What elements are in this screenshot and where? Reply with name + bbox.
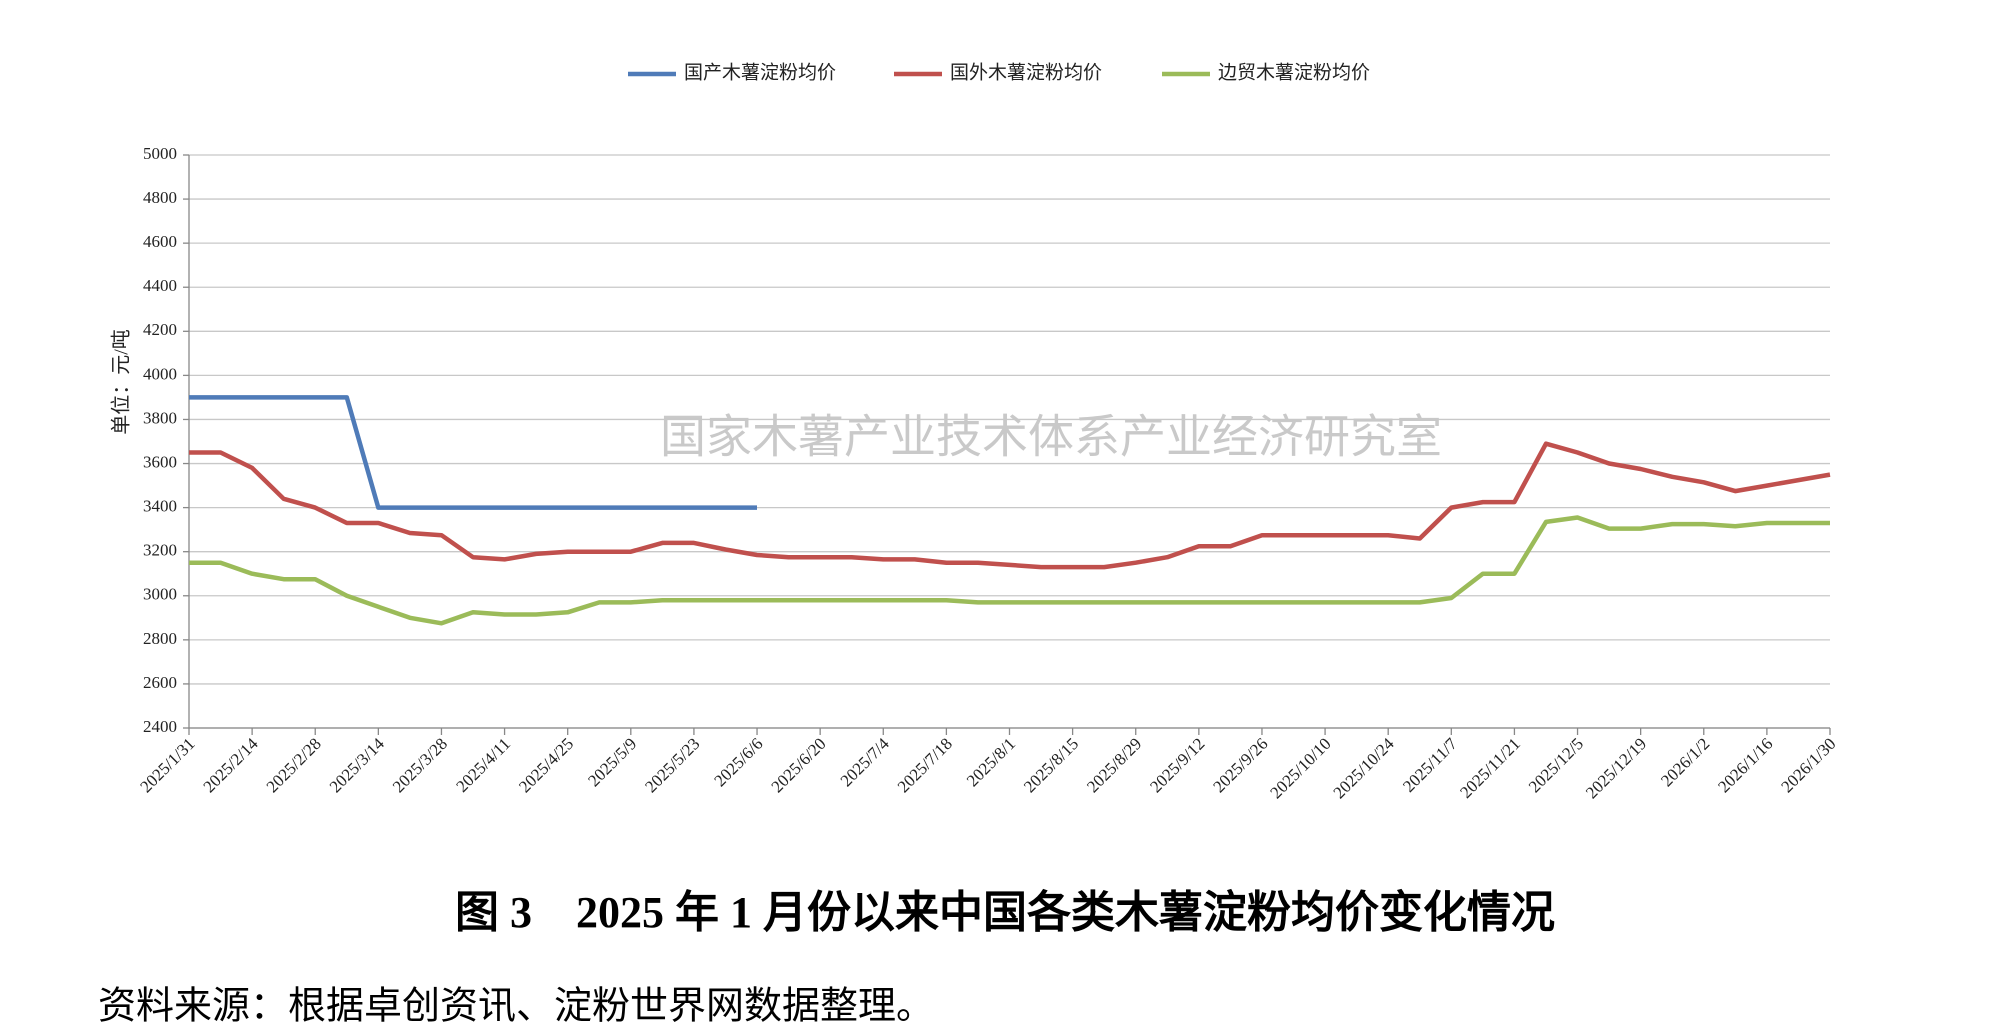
x-tick-label: 2025/7/18 <box>894 734 956 796</box>
x-tick-label: 2026/1/30 <box>1777 734 1839 796</box>
y-tick-label: 2400 <box>143 717 177 736</box>
y-tick-label: 3800 <box>143 408 177 427</box>
y-tick-label: 4000 <box>143 364 177 383</box>
x-tick-label: 2025/5/9 <box>584 734 640 790</box>
series-line <box>189 395 757 510</box>
x-tick-label: 2025/12/19 <box>1582 734 1650 802</box>
x-tick-label: 2025/2/14 <box>200 734 263 797</box>
y-tick-label: 2600 <box>143 673 177 692</box>
y-tick-label: 4800 <box>143 188 177 207</box>
caption: 图 3 2025 年 1 月份以来中国各类木薯淀粉均价变化情况 <box>455 888 1555 937</box>
x-tick-label: 2025/3/28 <box>389 734 451 796</box>
x-tick-label: 2025/5/23 <box>641 734 703 796</box>
y-tick-label: 3200 <box>143 541 177 560</box>
y-tick-label: 3600 <box>143 452 177 471</box>
x-tick-label: 2025/10/10 <box>1266 734 1334 802</box>
legend-label: 边贸木薯淀粉均价 <box>1218 61 1370 83</box>
x-tick-label: 2025/9/12 <box>1146 734 1208 796</box>
x-tick-label: 2025/7/4 <box>837 734 894 791</box>
x-tick-label: 2025/9/26 <box>1209 734 1271 796</box>
y-tick-label: 3000 <box>143 585 177 604</box>
x-tick-label: 2025/4/11 <box>452 734 514 796</box>
x-tick-label: 2025/8/15 <box>1020 734 1082 796</box>
x-tick-label: 2025/8/29 <box>1083 734 1145 796</box>
y-tick-label: 3400 <box>143 497 177 516</box>
x-tick-label: 2026/1/2 <box>1657 734 1713 790</box>
source-note: 资料来源：根据卓创资讯、淀粉世界网数据整理。 <box>98 986 934 1028</box>
x-tick-label: 2026/1/16 <box>1714 734 1776 796</box>
x-tick-label: 2025/2/28 <box>263 734 325 796</box>
x-tick-label: 2025/6/20 <box>768 734 830 796</box>
x-tick-label: 2025/12/5 <box>1525 734 1587 796</box>
y-tick-label: 5000 <box>143 144 177 163</box>
y-tick-label: 4600 <box>143 232 177 251</box>
y-tick-label: 4400 <box>143 276 177 295</box>
x-tick-label: 2025/8/1 <box>963 734 1019 790</box>
series-line <box>189 441 1831 570</box>
x-tick-label: 2025/4/25 <box>515 734 577 796</box>
x-tick-label: 2025/10/24 <box>1330 734 1399 803</box>
x-tick-label: 2025/11/21 <box>1456 734 1524 802</box>
y-tick-label: 2800 <box>143 629 177 648</box>
legend-label: 国产木薯淀粉均价 <box>684 61 836 83</box>
y-tick-label: 4200 <box>143 320 177 339</box>
x-tick-label: 2025/11/7 <box>1399 734 1461 796</box>
y-axis-label: 单位：元/吨 <box>110 329 133 435</box>
x-tick-label: 2025/6/6 <box>710 734 766 790</box>
legend-label: 国外木薯淀粉均价 <box>950 61 1102 83</box>
series-line <box>189 515 1830 626</box>
x-tick-label: 2025/1/31 <box>136 734 198 796</box>
x-tick-label: 2025/3/14 <box>326 734 389 797</box>
